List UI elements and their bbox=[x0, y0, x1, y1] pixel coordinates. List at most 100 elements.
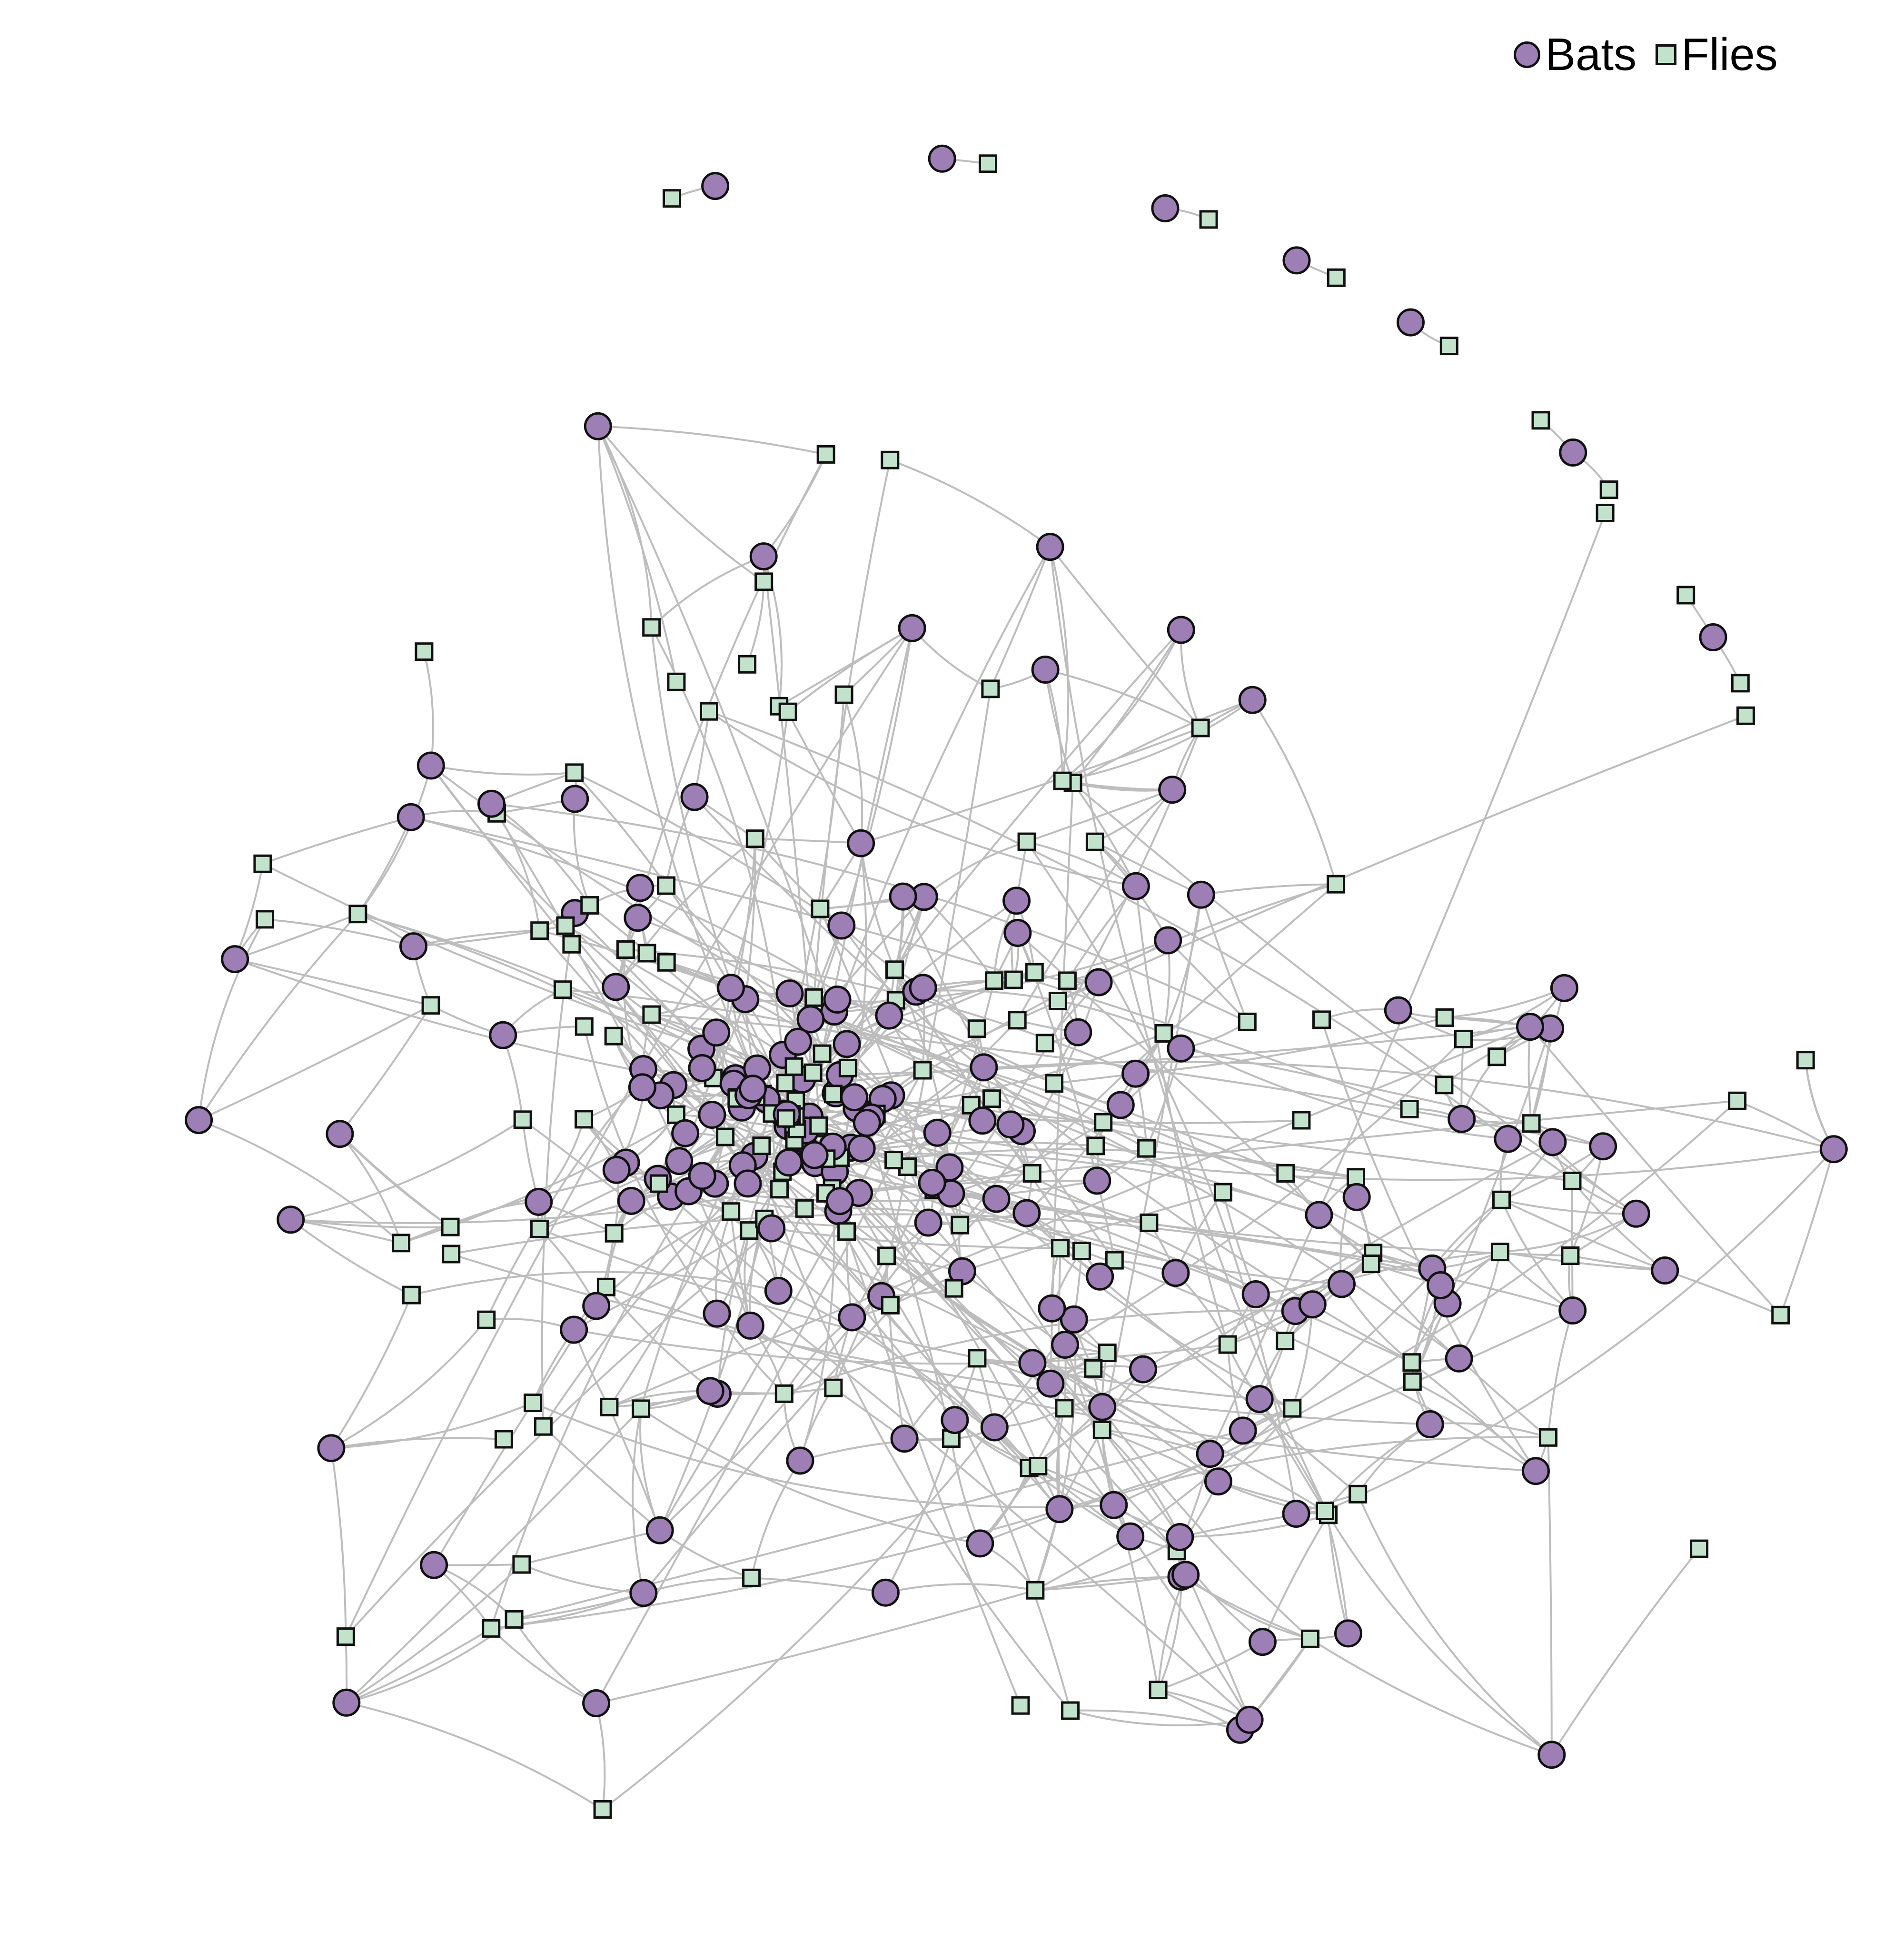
edge bbox=[234, 913, 358, 960]
edge bbox=[491, 803, 1248, 1023]
edge bbox=[751, 1577, 886, 1594]
edge bbox=[1251, 699, 1337, 885]
bat-node bbox=[847, 1134, 876, 1163]
bat-node bbox=[1241, 1280, 1270, 1308]
edge bbox=[962, 1191, 1223, 1273]
edge bbox=[1201, 883, 1336, 896]
edge bbox=[1327, 1514, 1552, 1756]
bat-node bbox=[1248, 1628, 1277, 1656]
edge bbox=[1070, 1710, 1250, 1726]
fly-node bbox=[593, 1800, 612, 1819]
fly-node bbox=[1022, 1164, 1041, 1183]
edge bbox=[643, 883, 1337, 1594]
bat-node bbox=[628, 1073, 656, 1102]
bat-node bbox=[736, 1311, 764, 1340]
edge bbox=[596, 1589, 1036, 1704]
edge bbox=[290, 1218, 451, 1228]
bat-node bbox=[1537, 1741, 1566, 1769]
fly-node bbox=[1191, 718, 1210, 737]
bat-node bbox=[1083, 1166, 1111, 1195]
edge bbox=[262, 816, 411, 865]
bat-node bbox=[825, 1187, 854, 1215]
edge bbox=[884, 1438, 952, 1593]
fly-node bbox=[1402, 1353, 1421, 1372]
edge bbox=[339, 1133, 451, 1228]
bat-node bbox=[1559, 438, 1587, 467]
bat-node bbox=[671, 1119, 700, 1147]
bat-node bbox=[914, 1208, 942, 1237]
edge bbox=[715, 1211, 732, 1314]
bat-node bbox=[645, 1516, 674, 1544]
bat-node bbox=[1003, 919, 1032, 947]
bat-node bbox=[1158, 776, 1187, 804]
fly-node bbox=[663, 189, 681, 208]
edge bbox=[597, 426, 764, 583]
edge bbox=[1101, 1429, 1219, 1483]
fly-node bbox=[482, 1619, 501, 1638]
fly-node bbox=[700, 702, 718, 721]
edge bbox=[1167, 939, 1248, 1023]
fly-node bbox=[597, 1277, 615, 1296]
edge bbox=[1501, 1199, 1666, 1272]
edge bbox=[763, 556, 827, 1194]
fly-node bbox=[968, 1349, 987, 1368]
bat-node bbox=[1651, 1256, 1679, 1285]
edge bbox=[595, 1703, 606, 1810]
bat-node bbox=[918, 1168, 946, 1197]
fly-node bbox=[913, 1061, 932, 1080]
fly-node bbox=[1771, 1305, 1790, 1325]
fly-node bbox=[530, 921, 549, 940]
fly-node bbox=[1004, 970, 1023, 989]
fly-node bbox=[981, 679, 1000, 698]
fly-node bbox=[604, 1026, 623, 1046]
fly-node bbox=[982, 1089, 1001, 1108]
edge bbox=[574, 1329, 1228, 1365]
edge bbox=[951, 1121, 1104, 1195]
bat-node bbox=[626, 874, 654, 902]
edge bbox=[330, 1319, 487, 1449]
fly-node bbox=[1276, 1332, 1295, 1351]
bat-node bbox=[617, 1186, 645, 1215]
fly-node bbox=[600, 1397, 619, 1416]
bat-node bbox=[796, 1005, 825, 1034]
fly-node bbox=[1439, 337, 1458, 356]
edge bbox=[290, 1119, 524, 1221]
bat-node bbox=[1282, 1500, 1310, 1528]
fly-node bbox=[580, 896, 599, 915]
bat-node bbox=[1121, 1059, 1150, 1088]
edge bbox=[632, 1408, 645, 1593]
edge bbox=[1026, 841, 1297, 1514]
fly-node bbox=[1435, 1076, 1454, 1095]
bat-node bbox=[1038, 1294, 1066, 1323]
edge bbox=[430, 765, 755, 1072]
edge bbox=[764, 1212, 1027, 1228]
edge bbox=[657, 971, 1035, 1180]
fly-node bbox=[1105, 1251, 1124, 1270]
edge bbox=[658, 1083, 734, 1185]
fly-node bbox=[336, 1627, 355, 1646]
edge bbox=[1101, 1429, 1181, 1538]
edge bbox=[346, 1408, 642, 1703]
bat-node bbox=[1129, 1355, 1157, 1384]
edge bbox=[330, 1295, 413, 1449]
fly-node bbox=[392, 1234, 411, 1253]
edge bbox=[1547, 1310, 1574, 1438]
bat-node bbox=[525, 1187, 553, 1216]
fly-node bbox=[632, 1399, 651, 1418]
edge bbox=[1044, 669, 1074, 784]
fly-node bbox=[1154, 1024, 1173, 1043]
fly-node bbox=[1017, 832, 1036, 851]
edge bbox=[1034, 1319, 1077, 1591]
edge bbox=[346, 1702, 604, 1811]
fly-node bbox=[722, 1202, 741, 1221]
bat-node bbox=[696, 1377, 724, 1405]
bat-node bbox=[1187, 880, 1215, 909]
bat-node bbox=[1100, 1491, 1128, 1519]
edge bbox=[1500, 1213, 1637, 1253]
bat-node bbox=[1036, 1369, 1065, 1398]
edge bbox=[1016, 789, 1173, 1021]
edge bbox=[514, 1429, 1243, 1621]
bat-node bbox=[847, 829, 875, 857]
bat-circle-icon bbox=[1514, 41, 1540, 68]
fly-node bbox=[1137, 1139, 1156, 1158]
